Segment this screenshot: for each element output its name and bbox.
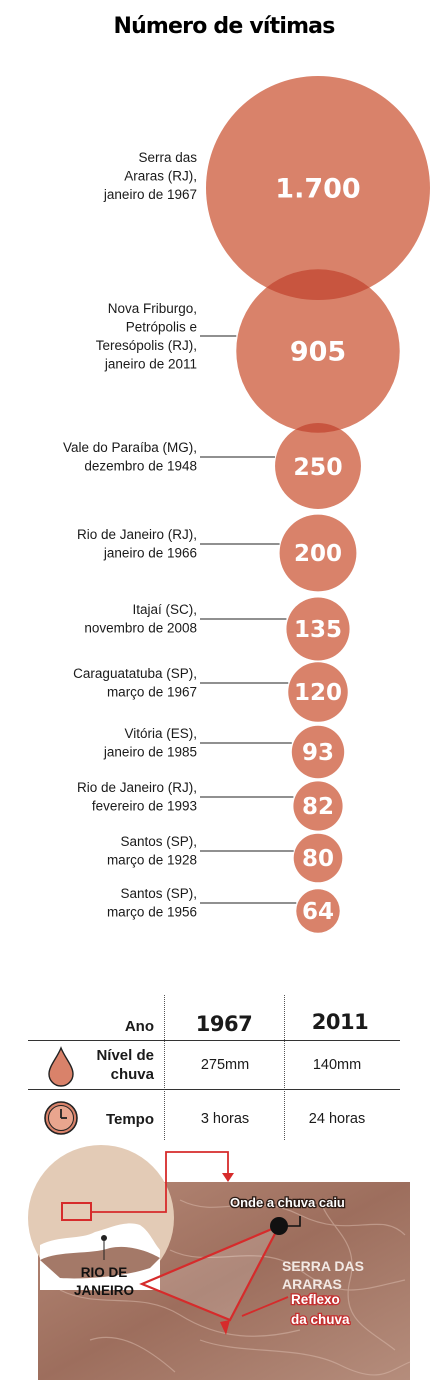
rain-reflex-area xyxy=(139,1223,282,1322)
bubble-value-label: 250 xyxy=(293,453,342,481)
bubble-group xyxy=(291,725,345,779)
event-label: Rio de Janeiro (RJ), xyxy=(77,527,197,542)
reflex-label: da chuva xyxy=(291,1312,350,1327)
bubble xyxy=(288,662,348,722)
bubble-value-label: 120 xyxy=(294,680,342,706)
event-label: Araras (RJ), xyxy=(124,169,197,184)
raindrop-icon xyxy=(48,1046,74,1087)
table-rule xyxy=(28,1040,400,1041)
bubble-group xyxy=(206,76,430,300)
event-label: janeiro de 1967 xyxy=(103,187,197,202)
event-label: janeiro de 2011 xyxy=(104,357,197,372)
event-label: janeiro de 1966 xyxy=(103,546,197,561)
inset-label: JANEIRO xyxy=(74,1283,134,1298)
rain-location-label: Onde a chuva caiu xyxy=(230,1195,345,1210)
bubble-value-label: 1.700 xyxy=(275,174,360,205)
year-2011: 2011 xyxy=(311,1010,369,1034)
event-label: Vitória (ES), xyxy=(124,726,197,741)
event-label: março de 1928 xyxy=(107,853,197,868)
bubble-value-label: 200 xyxy=(294,541,342,567)
reflex-leader-line xyxy=(241,1296,289,1317)
bubble-group xyxy=(293,833,343,883)
bubble-value-label: 905 xyxy=(290,337,346,368)
event-label: dezembro de 1948 xyxy=(84,459,197,474)
bubble xyxy=(293,833,343,883)
bubble-chart: 1.700 Serra das Araras (RJ), janeiro de 196… xyxy=(63,76,430,933)
time-label: Tempo xyxy=(105,1111,154,1128)
terrain-ridges xyxy=(59,1199,411,1376)
bubble-group xyxy=(286,597,350,661)
bubble-group xyxy=(236,269,400,433)
state-coast xyxy=(40,1246,160,1279)
time-2011-value: 24 horas xyxy=(308,1111,366,1127)
event-label: Serra das xyxy=(138,150,197,165)
column-divider xyxy=(164,995,165,1140)
table-rule xyxy=(28,1089,400,1090)
bubble-group xyxy=(288,662,348,722)
event-label: Teresópolis (RJ), xyxy=(96,338,197,353)
bubble xyxy=(286,597,350,661)
rain-1967-value: 275mm xyxy=(200,1057,250,1073)
year-1967: 1967 xyxy=(195,1012,253,1036)
rain-level-label-line: Nível de xyxy=(96,1047,154,1064)
bubble-value-label: 135 xyxy=(294,617,342,643)
bubble-group xyxy=(293,781,343,831)
event-label: Itajaí (SC), xyxy=(132,602,197,617)
reflex-label: Reflexo xyxy=(291,1292,340,1307)
rain-level-label: Nível de chuva xyxy=(70,1046,154,1084)
event-label: Santos (SP), xyxy=(120,834,197,849)
year-header-label: Ano xyxy=(124,1018,154,1035)
region-label: SERRA DAS xyxy=(282,1258,364,1274)
column-divider xyxy=(284,995,285,1140)
event-label: novembro de 2008 xyxy=(84,621,197,636)
event-label: Santos (SP), xyxy=(120,886,197,901)
bubble-group xyxy=(275,423,361,509)
event-label: Nova Friburgo, xyxy=(108,301,197,316)
event-label: Caraguatatuba (SP), xyxy=(73,666,197,681)
event-label: Vale do Paraíba (MG), xyxy=(63,440,197,455)
inset-label: RIO DE xyxy=(81,1265,128,1280)
rain-map: RIO DE JANEIRO Onde a chuva caiu SERRA D… xyxy=(28,1145,411,1380)
bubble-value-label: 64 xyxy=(302,899,334,925)
bubble xyxy=(206,76,430,300)
bubble xyxy=(275,423,361,509)
event-label: março de 1956 xyxy=(107,905,197,920)
bubble xyxy=(291,725,345,779)
bubble xyxy=(279,514,357,592)
bubble xyxy=(236,269,400,433)
rain-2011-value: 140mm xyxy=(312,1057,362,1073)
bubble-group xyxy=(296,889,340,933)
event-label: fevereiro de 1993 xyxy=(92,799,197,814)
event-label: março de 1967 xyxy=(107,685,197,700)
bubble xyxy=(293,781,343,831)
event-label: Rio de Janeiro (RJ), xyxy=(77,780,197,795)
chart-title: Número de vítimas xyxy=(113,14,335,39)
bubble-value-label: 93 xyxy=(302,740,334,766)
event-label: janeiro de 1985 xyxy=(103,745,197,760)
bubble-value-label: 80 xyxy=(302,846,334,872)
time-1967-value: 3 horas xyxy=(200,1111,250,1127)
clock-icon xyxy=(44,1101,78,1135)
bubble-value-label: 82 xyxy=(302,794,334,820)
zoom-connector xyxy=(91,1151,229,1213)
bubble-group xyxy=(279,514,357,592)
rain-point-marker xyxy=(270,1217,288,1235)
rain-level-label-line: chuva xyxy=(110,1066,154,1083)
event-label: Petrópolis e xyxy=(126,320,197,335)
region-label: ARARAS xyxy=(282,1276,342,1292)
bubble xyxy=(296,889,340,933)
